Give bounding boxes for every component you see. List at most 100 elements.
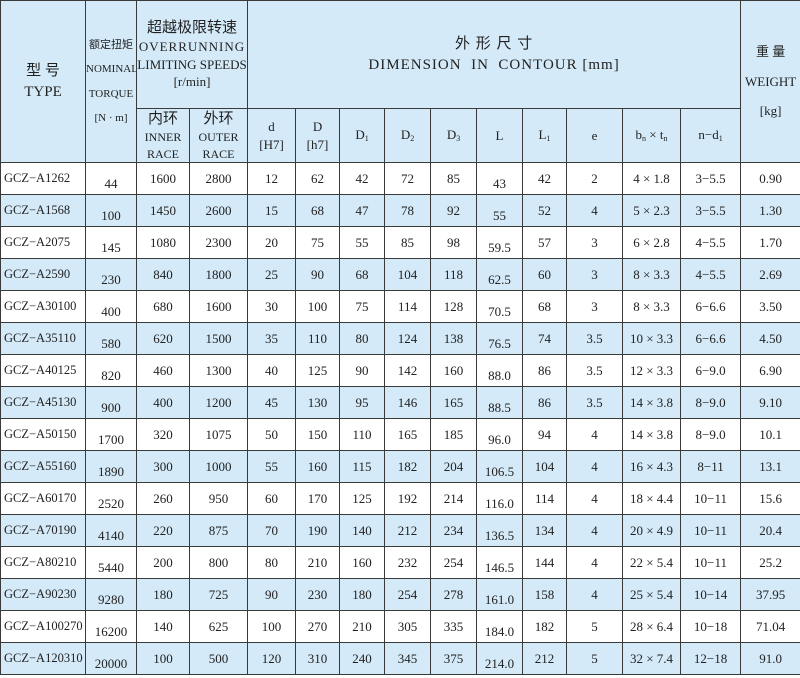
col-D: D [h7]	[295, 108, 341, 163]
cell-L: 88.0	[476, 354, 524, 387]
cell-L: 55	[476, 194, 524, 227]
cell-D2: 142	[384, 354, 432, 387]
col-L1: L1	[522, 108, 568, 163]
cell-inner-speed: 460	[136, 354, 190, 387]
cell-L1: 134	[522, 514, 568, 547]
cell-L1: 42	[522, 162, 568, 195]
torque-label-en1: NOMINAL	[86, 63, 137, 76]
cell-D: 170	[295, 482, 341, 515]
torque-label-en2: TORQUE	[88, 87, 134, 100]
cell-keyway: 8 × 3.3	[622, 290, 682, 323]
cell-type: GCZ−A40125	[0, 354, 86, 387]
cell-L: 76.5	[476, 322, 524, 355]
cell-D: 150	[295, 418, 341, 451]
cell-D2: 165	[384, 418, 432, 451]
table-header: 型 号 TYPE 额定扭矩 NOMINAL TORQUE [N · m] 超越极…	[0, 0, 800, 163]
cell-L1: 74	[522, 322, 568, 355]
D3-label: D	[446, 127, 457, 143]
cell-D3: 375	[430, 642, 478, 675]
L-label: L	[495, 127, 504, 143]
cell-inner-speed: 840	[136, 258, 190, 291]
cell-inner-speed: 300	[136, 450, 190, 483]
cell-holes: 3−5.5	[680, 162, 742, 195]
col-D3: D3	[430, 108, 478, 163]
cell-outer-speed: 1600	[188, 290, 249, 323]
cell-D: 210	[295, 546, 341, 579]
cell-type: GCZ−A30100	[0, 290, 86, 323]
cell-e: 3.5	[566, 354, 624, 387]
cell-holes: 6−6.6	[680, 322, 742, 355]
b-label: b	[635, 127, 643, 143]
cell-holes: 8−11	[680, 450, 742, 483]
dimension-label-zh: 外 形 尺 寸	[454, 36, 534, 53]
cell-outer-speed: 725	[188, 578, 249, 611]
cell-D2: 232	[384, 546, 432, 579]
cell-torque: 100	[85, 194, 137, 227]
cell-D2: 254	[384, 578, 432, 611]
cell-L: 184.0	[476, 610, 524, 643]
cell-outer-speed: 500	[188, 642, 249, 675]
cell-D: 90	[295, 258, 341, 291]
cell-keyway: 8 × 3.3	[622, 258, 682, 291]
cell-L: 136.5	[476, 514, 524, 547]
cell-D3: 335	[430, 610, 478, 643]
cell-D1: 240	[339, 642, 386, 675]
cell-D2: 345	[384, 642, 432, 675]
cell-D: 68	[295, 194, 341, 227]
cell-type: GCZ−A120310	[0, 642, 86, 675]
cell-inner-speed: 260	[136, 482, 190, 515]
cell-outer-speed: 950	[188, 482, 249, 515]
cell-D3: 138	[430, 322, 478, 355]
cell-weight: 0.90	[740, 162, 800, 195]
cell-D1: 75	[339, 290, 386, 323]
cell-L: 146.5	[476, 546, 524, 579]
t-label: × t	[646, 127, 664, 143]
table-row: GCZ−A80210 5440 200 800 80 210 160 232 254 146.5 1…	[0, 546, 800, 579]
cell-d: 55	[247, 450, 297, 483]
col-type: 型 号 TYPE	[0, 0, 86, 163]
cell-keyway: 12 × 3.3	[622, 354, 682, 387]
cell-d: 120	[247, 642, 297, 675]
cell-type: GCZ−A35110	[0, 322, 86, 355]
cell-D2: 182	[384, 450, 432, 483]
cell-torque: 9280	[85, 578, 137, 611]
cell-torque: 1700	[85, 418, 137, 451]
cell-L1: 57	[522, 226, 568, 259]
cell-d: 15	[247, 194, 297, 227]
D2-sub: 2	[410, 134, 415, 144]
cell-D3: 98	[430, 226, 478, 259]
cell-D2: 146	[384, 386, 432, 419]
cell-D1: 68	[339, 258, 386, 291]
cell-outer-speed: 1500	[188, 322, 249, 355]
cell-L: 62.5	[476, 258, 524, 291]
cell-D3: 85	[430, 162, 478, 195]
cell-torque: 2520	[85, 482, 137, 515]
cell-type: GCZ−A1262	[0, 162, 86, 195]
col-D2: D2	[384, 108, 432, 163]
D1-label: D	[355, 127, 365, 143]
cell-D3: 92	[430, 194, 478, 227]
cell-D3: 160	[430, 354, 478, 387]
cell-D: 270	[295, 610, 341, 643]
cell-e: 3	[566, 226, 624, 259]
cell-holes: 10−14	[680, 578, 742, 611]
cell-d: 60	[247, 482, 297, 515]
col-e: e	[566, 108, 624, 163]
cell-type: GCZ−A2075	[0, 226, 86, 259]
weight-unit: [kg]	[759, 103, 782, 119]
cell-D: 75	[295, 226, 341, 259]
cell-D1: 42	[339, 162, 386, 195]
cell-outer-speed: 625	[188, 610, 249, 643]
cell-e: 4	[566, 546, 624, 579]
cell-inner-speed: 1080	[136, 226, 190, 259]
cell-torque: 4140	[85, 514, 137, 547]
cell-D1: 140	[339, 514, 386, 547]
cell-weight: 6.90	[740, 354, 800, 387]
cell-D: 110	[295, 322, 341, 355]
cell-L1: 68	[522, 290, 568, 323]
cell-holes: 10−11	[680, 546, 742, 579]
cell-torque: 5440	[85, 546, 137, 579]
L1-label: L	[538, 127, 547, 143]
cell-D2: 72	[384, 162, 432, 195]
speed-unit: [r/min]	[173, 74, 211, 90]
